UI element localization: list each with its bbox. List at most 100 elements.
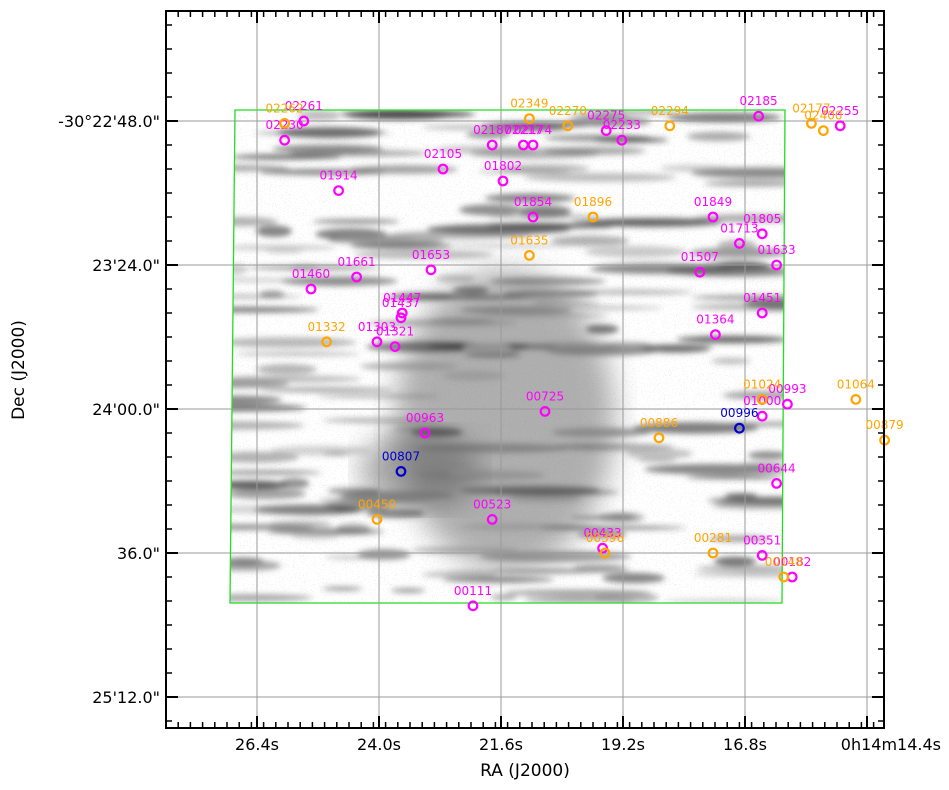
spectral-streak: [689, 170, 785, 175]
spectral-streak: [505, 589, 651, 597]
spectral-streak: [740, 461, 785, 466]
spectral-streak: [570, 515, 638, 520]
spectral-streak: [490, 594, 517, 601]
source-marker-00644: [771, 478, 782, 489]
source-marker-02400: [818, 125, 829, 137]
source-label-02349: 02349: [510, 97, 548, 111]
plot-border: [165, 10, 885, 729]
spectral-streak: [259, 168, 387, 176]
source-label-00807: 00807: [382, 449, 420, 463]
source-marker-02230: [279, 134, 291, 146]
source-marker-01000: [756, 410, 768, 422]
source-label-01849: 01849: [694, 195, 732, 209]
source-marker-01460: [305, 283, 317, 295]
source-label-01507: 01507: [681, 250, 719, 264]
spectral-streak: [708, 535, 771, 542]
source-label-00886: 00886: [640, 416, 678, 430]
source-label-00450: 00450: [358, 497, 396, 511]
spectral-streak: [551, 427, 651, 438]
y-tick-label: 36.0": [117, 544, 160, 563]
x-tick-label: 16.8s: [723, 735, 767, 754]
source-label-00182: 00182: [773, 555, 811, 569]
spectral-streak: [694, 571, 785, 578]
source-label-00993: 00993: [768, 382, 806, 396]
spectral-streak: [287, 263, 323, 272]
spectral-streak: [587, 217, 720, 228]
source-label-00351: 00351: [743, 533, 781, 547]
spectral-streak: [667, 112, 782, 123]
source-label-01000: 01000: [743, 394, 781, 408]
spectral-streak: [230, 395, 283, 404]
source-marker-02270: [562, 120, 574, 132]
spectral-streak: [659, 164, 732, 172]
spectral-streak: [336, 493, 433, 504]
source-marker-01024: [756, 394, 768, 405]
source-label-00996: 00996: [720, 406, 758, 420]
y-tick-labels: -30°22'48.0" 23'24.0" 24'00.0" 36.0" 25'12.0…: [58, 112, 160, 707]
spectral-streak: [530, 301, 601, 305]
spectral-streak: [230, 404, 307, 412]
spectral-streak: [585, 324, 619, 334]
source-label-01451: 01451: [743, 291, 781, 305]
source-marker-00351: [756, 550, 768, 561]
source-marker-02185: [753, 110, 764, 122]
source-label-00963: 00963: [406, 411, 444, 425]
source-label-01303: 01303: [358, 320, 396, 334]
source-marker-01507: [694, 266, 706, 278]
source-label-02233: 02233: [603, 118, 641, 132]
source-marker-01064: [850, 394, 862, 405]
spectral-streak: [230, 469, 321, 476]
spectral-streak: [230, 524, 315, 531]
spectral-streak: [724, 493, 758, 499]
source-label-02275: 02275: [587, 109, 625, 123]
source-marker-01713: [734, 237, 745, 249]
source-label-00281: 00281: [694, 531, 732, 545]
x-tick-label: 24.0s: [357, 735, 401, 754]
spectral-streak: [442, 370, 505, 381]
spectral-streak: [584, 245, 687, 258]
source-marker-01364: [710, 329, 721, 341]
source-marker-00396: [599, 547, 611, 559]
spectral-streak: [230, 164, 290, 172]
source-label-01364: 01364: [696, 313, 734, 327]
spectral-streak: [686, 131, 751, 142]
source-label-01802: 01802: [484, 159, 522, 173]
source-marker-02262: [279, 117, 291, 129]
source-marker-02105: [437, 163, 449, 175]
y-axis-title: Dec (J2000): [9, 320, 29, 420]
source-marker-00148: [778, 571, 790, 583]
spectral-streak: [711, 357, 751, 365]
source-marker-00725: [539, 406, 551, 417]
spectral-streak: [357, 549, 411, 560]
spectral-streak: [544, 134, 652, 142]
source-marker-01896: [587, 211, 599, 223]
spectral-streak: [464, 351, 522, 358]
spectral-streak: [462, 343, 511, 353]
spectral-streak: [360, 362, 458, 371]
spectral-streak: [747, 451, 785, 460]
source-marker-02233: [616, 134, 628, 146]
spectral-streak: [322, 587, 363, 591]
spectral-streak: [691, 295, 785, 300]
source-label-00111: 00111: [454, 584, 492, 598]
source-marker-02177: [806, 117, 817, 129]
spectral-streak: [662, 599, 785, 603]
source-label-01805: 01805: [743, 212, 781, 226]
source-marker-02261: [298, 115, 310, 127]
spectral-streak: [366, 508, 425, 519]
source-marker-00963: [419, 427, 431, 439]
spectral-streak: [490, 277, 607, 286]
source-marker-02275: [600, 125, 612, 137]
source-marker-00450: [371, 514, 383, 525]
spectral-streak: [350, 242, 453, 250]
source-label-02230: 02230: [266, 118, 304, 132]
spectral-streak: [230, 594, 313, 602]
spectral-streak: [460, 306, 573, 315]
x-tick-label: 19.2s: [601, 735, 645, 754]
spectral-streak: [518, 205, 572, 218]
spectral-streak: [550, 235, 630, 247]
source-label-01447: 01447: [383, 291, 421, 305]
spectral-streak: [255, 225, 293, 237]
spectral-streak: [327, 487, 381, 495]
